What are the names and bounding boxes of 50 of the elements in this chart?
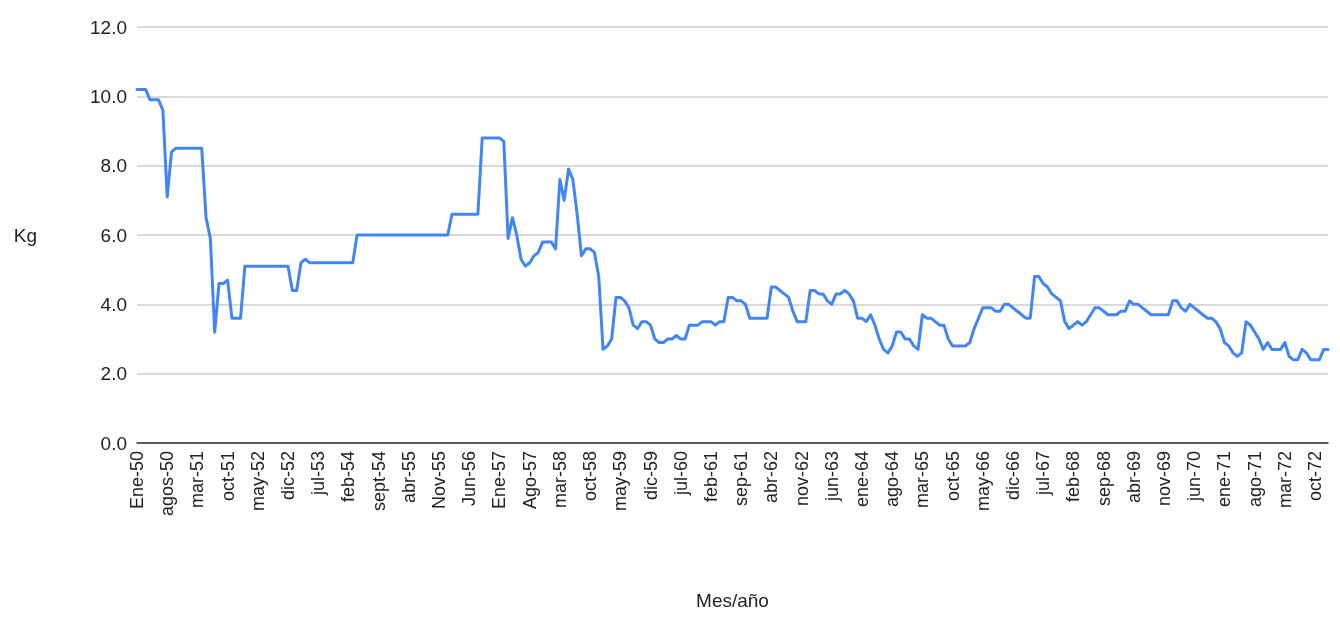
x-tick-label: Ago-57 <box>519 451 540 510</box>
x-tick-label: jun-70 <box>1184 451 1205 503</box>
y-tick-label: 2.0 <box>100 363 127 385</box>
x-tick-label: mar-58 <box>549 451 570 509</box>
x-tick-label: oct-58 <box>580 451 601 502</box>
y-tick-label: 0.0 <box>100 432 127 454</box>
x-tick-label: Jun-56 <box>459 451 480 507</box>
y-tick-label: 4.0 <box>100 293 127 315</box>
x-tick-label: may-66 <box>972 451 993 512</box>
x-tick-label: feb-61 <box>700 451 721 503</box>
x-tick-label: ago-71 <box>1244 451 1265 508</box>
x-tick-label: sept-54 <box>368 451 389 512</box>
x-tick-label: dic-66 <box>1002 451 1023 501</box>
y-tick-label: 12.0 <box>90 16 127 38</box>
x-tick-label: oct-65 <box>942 451 963 502</box>
x-tick-label: jun-63 <box>821 451 842 503</box>
x-tick-label: nov-69 <box>1154 451 1175 507</box>
x-axis-title: Mes/año <box>696 590 769 611</box>
x-tick-label: mar-65 <box>912 451 933 509</box>
x-tick-label: Ene-50 <box>127 451 147 510</box>
x-tick-label: feb-68 <box>1063 451 1084 503</box>
x-tick-label: dic-52 <box>278 451 299 501</box>
y-tick-label: 10.0 <box>90 85 127 107</box>
line-series <box>135 87 1330 362</box>
x-tick-label: agos-50 <box>157 451 178 517</box>
x-tick-label: ene-71 <box>1214 451 1235 508</box>
x-tick-label: jul-60 <box>670 451 691 497</box>
x-tick-label: dic-59 <box>640 451 661 501</box>
x-tick-label: jul-67 <box>1033 451 1054 497</box>
x-tick-label: Ene-57 <box>489 451 510 510</box>
x-tick-label: mar-72 <box>1274 451 1295 509</box>
x-tick-label: ene-64 <box>851 451 872 508</box>
x-tick-label: abr-62 <box>761 451 782 504</box>
x-tick-label: mar-51 <box>187 451 208 509</box>
x-tick-label: may-59 <box>610 451 631 512</box>
y-tick-label: 6.0 <box>100 224 127 246</box>
x-tick-label: jul-53 <box>308 451 329 497</box>
x-tick-label: abr-69 <box>1123 451 1144 504</box>
x-tick-label: Nov-55 <box>429 451 450 510</box>
y-tick-label: 8.0 <box>100 155 127 177</box>
x-tick-label: oct-72 <box>1305 451 1326 502</box>
x-tick-label: nov-62 <box>791 451 812 507</box>
y-axis-title: Kg <box>13 224 37 246</box>
x-tick-label: oct-51 <box>217 451 238 502</box>
x-tick-label: sep-68 <box>1093 451 1114 507</box>
x-tick-label: ago-64 <box>882 451 903 508</box>
x-tick-label: sep-61 <box>731 451 752 507</box>
x-tick-label: abr-55 <box>398 451 419 504</box>
x-tick-label: may-52 <box>247 451 268 512</box>
x-tick-label: feb-54 <box>338 451 359 503</box>
